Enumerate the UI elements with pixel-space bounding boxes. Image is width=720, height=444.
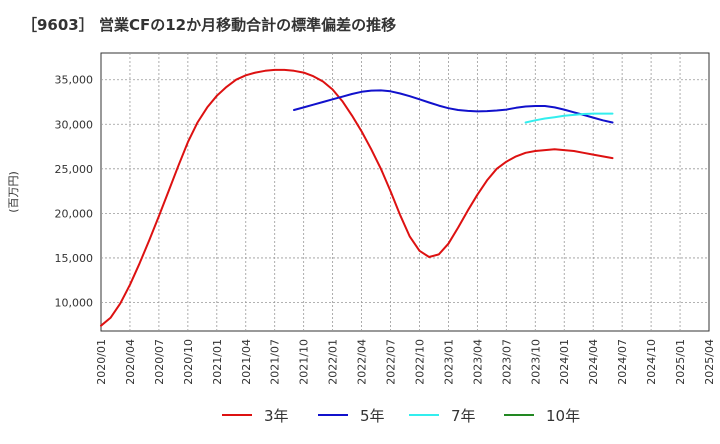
- x-tick-label: 2024/01: [558, 339, 571, 385]
- x-tick-label: 2021/07: [269, 339, 282, 385]
- series-lines: [100, 68, 614, 327]
- x-tick-label: 2024/07: [616, 339, 629, 385]
- x-tick-label: 2020/07: [153, 339, 166, 385]
- series-line-3年: [100, 68, 614, 327]
- legend-label-3年: 3年: [264, 407, 289, 425]
- x-tick-label: 2023/01: [442, 339, 455, 385]
- legend-label-10年: 10年: [546, 407, 580, 425]
- x-tick-label: 2020/01: [95, 339, 108, 385]
- x-tick-label: 2021/04: [240, 339, 253, 385]
- x-tick-label: 2023/07: [500, 339, 513, 385]
- y-axis-label: (百万円): [7, 171, 20, 213]
- x-tick-label: 2022/01: [327, 339, 340, 385]
- x-tick-label: 2025/04: [703, 339, 716, 385]
- y-tick-label: 25,000: [55, 163, 94, 176]
- series-line-7年: [524, 112, 614, 124]
- y-tick-label: 10,000: [55, 296, 94, 309]
- y-tick-label: 35,000: [55, 74, 94, 87]
- x-tick-label: 2025/01: [674, 339, 687, 385]
- x-tick-label: 2024/04: [587, 339, 600, 385]
- x-tick-label: 2021/01: [211, 339, 224, 385]
- x-tick-label: 2020/04: [124, 339, 137, 385]
- x-tick-label: 2021/10: [298, 339, 311, 385]
- legend-label-7年: 7年: [451, 407, 476, 425]
- legend-label-5年: 5年: [360, 407, 385, 425]
- x-tick-label: 2020/10: [182, 339, 195, 385]
- x-axis-ticks: 2020/01 2020/04 2020/07 2020/10 2021/01 2021/…: [95, 339, 716, 385]
- y-tick-label: 15,000: [55, 252, 94, 265]
- y-axis-ticks: 10,000 15,000 20,000 25,000 30,000 35,000: [55, 74, 94, 310]
- x-tick-label: 2024/10: [645, 339, 658, 385]
- x-tick-label: 2023/10: [529, 339, 542, 385]
- x-tick-label: 2023/04: [471, 339, 484, 385]
- x-tick-label: 2022/04: [356, 339, 369, 385]
- y-tick-label: 20,000: [55, 207, 94, 220]
- series-line-5年: [293, 89, 614, 124]
- x-tick-label: 2022/07: [385, 339, 398, 385]
- legend: 3年 5年 7年 10年: [222, 407, 580, 425]
- grid-lines: [101, 53, 709, 331]
- plot-area: [100, 52, 710, 332]
- chart-title: ［9603］ 営業CFの12か月移動合計の標準偏差の推移: [22, 16, 397, 34]
- x-tick-label: 2022/10: [413, 339, 426, 385]
- y-tick-label: 30,000: [55, 118, 94, 131]
